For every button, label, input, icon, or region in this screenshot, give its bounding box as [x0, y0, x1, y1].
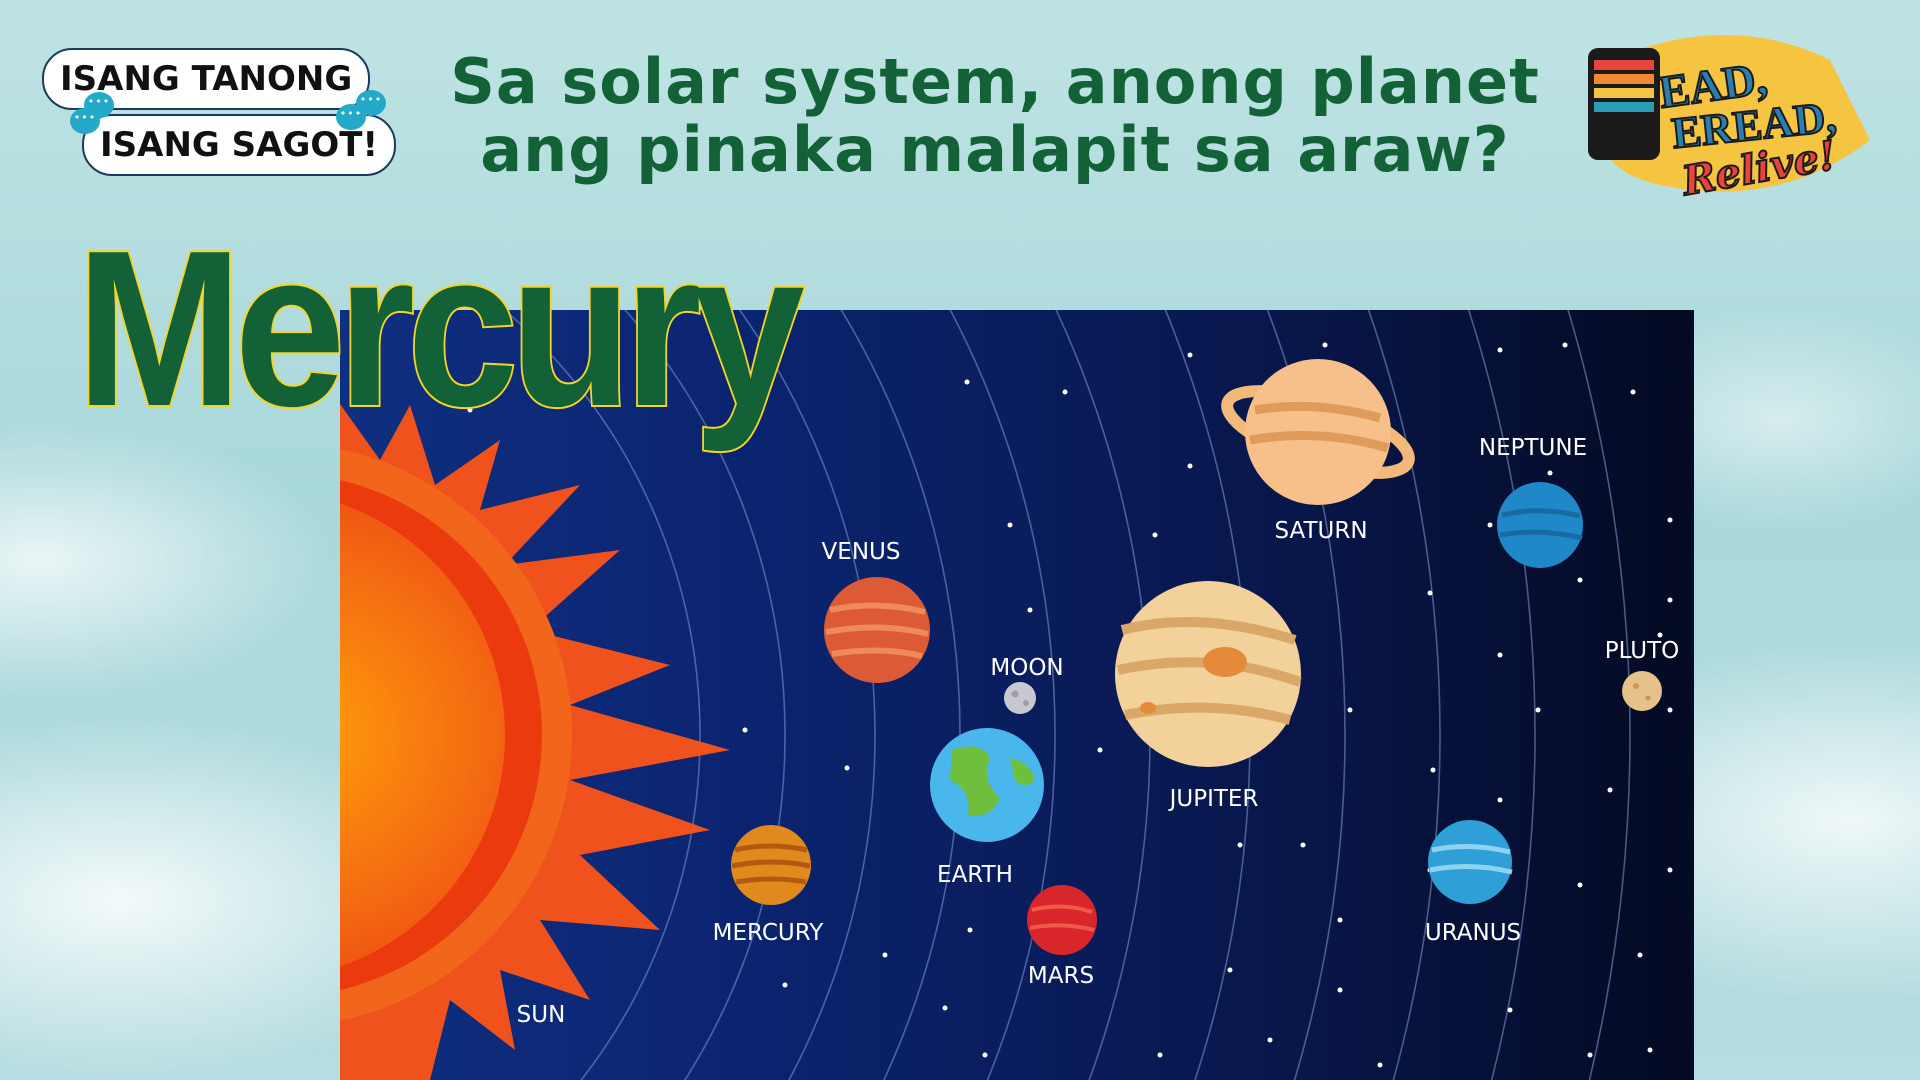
question-line-2: ang pinaka malapit sa araw?	[480, 113, 1510, 186]
sun-graphic	[340, 404, 730, 1080]
label-venus: VENUS	[821, 539, 901, 565]
mercury-planet	[731, 825, 811, 905]
label-jupiter: JUPITER	[1169, 786, 1259, 812]
label-neptune: NEPTUNE	[1478, 435, 1588, 461]
pluto-planet	[1622, 671, 1662, 711]
label-earth: EARTH	[937, 862, 1013, 888]
moon-graphic	[1004, 682, 1036, 714]
chat-bubble-icon	[70, 108, 100, 134]
label-pluto: PLUTO	[1604, 638, 1680, 664]
read-reread-relive-logo: EAD, EREAD, Relive!	[1580, 20, 1890, 206]
solar-system-illustration: SUN MERCURY VENUS MOON EARTH MARS JUPITE…	[340, 310, 1694, 1080]
earth-planet	[930, 728, 1044, 842]
venus-planet	[824, 577, 930, 683]
jupiter-planet	[1115, 581, 1302, 767]
mars-planet	[1027, 885, 1097, 955]
label-mercury: MERCURY	[712, 920, 824, 946]
label-uranus: URANUS	[1424, 920, 1522, 946]
label-moon: MOON	[990, 655, 1064, 681]
label-sun: SUN	[516, 1002, 566, 1028]
question-text: Sa solar system, anong planet ang pinaka…	[440, 48, 1550, 184]
question-line-1: Sa solar system, anong planet	[450, 45, 1540, 118]
chat-bubble-icon	[336, 104, 366, 130]
saturn-planet	[1221, 359, 1415, 505]
uranus-planet	[1428, 820, 1513, 904]
label-saturn: SATURN	[1274, 518, 1368, 544]
isang-tanong-badge: ISANG TANONG ISANG SAGOT!	[36, 42, 426, 180]
neptune-planet	[1497, 482, 1583, 568]
answer-text: Mercury	[74, 205, 806, 453]
label-mars: MARS	[1027, 963, 1095, 989]
